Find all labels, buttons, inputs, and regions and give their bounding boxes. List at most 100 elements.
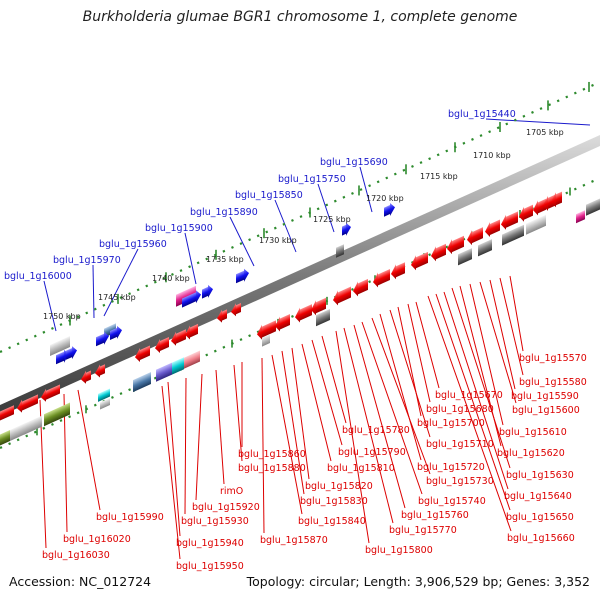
gene-arrowhead	[519, 206, 524, 222]
reverse-gene-label: bglu_1g15760	[401, 510, 469, 521]
gene-arrowhead	[333, 290, 338, 306]
forward-gene	[202, 286, 208, 299]
leader-line	[489, 279, 516, 390]
gene-arrowhead	[95, 364, 100, 378]
reverse-gene	[222, 309, 227, 321]
gene-arrowhead	[501, 214, 506, 230]
forward-gene-label: bglu_1g15960	[99, 239, 167, 250]
leader-line	[321, 335, 347, 424]
forward-gene-label: bglu_1g15750	[278, 174, 346, 185]
leader-line	[427, 295, 512, 532]
gene-arrowhead	[72, 346, 77, 360]
reverse-gene	[416, 251, 428, 269]
gene-arrowhead	[185, 325, 190, 340]
leader-line	[281, 350, 305, 495]
leader-line	[63, 393, 68, 533]
reverse-gene-label: bglu_1g16020	[63, 534, 131, 545]
gene-box	[98, 388, 110, 402]
gene-box	[24, 415, 42, 435]
gene-box	[184, 350, 200, 369]
gene-arrowhead	[155, 338, 160, 353]
gene-arrowhead	[391, 264, 396, 280]
gene-arrowhead	[353, 281, 358, 297]
tick-label: 1730 kbp	[259, 236, 297, 245]
gene-box	[576, 210, 585, 224]
gene-arrowhead	[208, 284, 213, 298]
forward-gene-label: bglu_1g15850	[235, 190, 303, 201]
page-title: Burkholderia glumae BGR1 chromosome 1, c…	[82, 9, 518, 25]
leader-line	[353, 324, 406, 509]
leader-line	[451, 287, 511, 469]
reverse-gene	[190, 323, 198, 338]
gene-box	[316, 308, 330, 327]
gene-box	[172, 357, 184, 375]
reverse-gene-label: bglu_1g15770	[389, 525, 457, 536]
reverse-gene	[338, 286, 351, 304]
forward-gene	[96, 333, 104, 347]
reverse-gene-label: bglu_1g15640	[504, 491, 572, 502]
reverse-gene-label: bglu_1g15950	[176, 561, 244, 572]
reverse-gene	[100, 364, 105, 376]
leader-line	[479, 281, 517, 404]
leader-line	[184, 377, 187, 515]
reverse-gene-label: bglu_1g15790	[338, 447, 406, 458]
tick-label: 1705 kbp	[526, 128, 564, 137]
leader-line	[43, 280, 57, 332]
gene-arrowhead	[533, 200, 538, 216]
leader-line	[184, 232, 197, 285]
reverse-gene	[378, 268, 390, 286]
reverse-gene-label: bglu_1g15590	[511, 391, 579, 402]
leader-line	[371, 317, 431, 475]
reverse-gene-label: rimO	[220, 486, 243, 497]
gene-box	[502, 224, 524, 246]
gene-arrowhead	[390, 202, 395, 216]
reverse-gene-label: bglu_1g15660	[507, 533, 575, 544]
leader-line	[274, 199, 297, 253]
reverse-gene	[262, 320, 276, 338]
accession-label: Accession: NC_012724	[9, 574, 152, 589]
gene-box	[100, 397, 110, 410]
reverse-gene-label: bglu_1g15940	[176, 538, 244, 549]
gene-arrowhead	[171, 331, 176, 346]
reverse-gene	[176, 329, 186, 344]
reverse-gene-label: bglu_1g15700	[417, 418, 485, 429]
forward-gene	[236, 270, 244, 284]
leader-line	[215, 369, 225, 485]
leader-line	[407, 303, 431, 403]
reverse-gene-label: bglu_1g15620	[497, 448, 565, 459]
gene-arrowhead	[117, 325, 122, 339]
forward-gene	[182, 292, 196, 308]
gene-box	[156, 362, 172, 382]
reverse-gene-label: bglu_1g15710	[426, 439, 494, 450]
gene-labels: 1705 kbp 1710 kbp 1715 kbp 1720 kbp 1725 kbp…	[4, 109, 587, 572]
leader-line	[435, 293, 511, 511]
forward-gene-label: bglu_1g15970	[53, 255, 121, 266]
reverse-gene-label: bglu_1g15680	[426, 404, 494, 415]
gene-arrowhead	[135, 347, 140, 362]
gene-arrowhead	[275, 316, 280, 332]
reverse-gene-label: bglu_1g15570	[519, 353, 587, 364]
leader-line	[361, 321, 423, 495]
topology-label: Topology: circular; Length: 3,906,529 bp…	[246, 574, 590, 589]
gene-box	[262, 333, 270, 347]
leader-line	[443, 291, 509, 490]
reverse-gene	[280, 313, 290, 330]
gene-box	[176, 285, 196, 307]
gene-arrowhead	[217, 309, 222, 323]
reverse-gene	[436, 243, 446, 260]
gene-arrowhead	[104, 331, 109, 345]
gene-arrowhead	[431, 246, 436, 262]
reverse-gene-label: bglu_1g15840	[298, 516, 366, 527]
tick-label: 1750 kbp	[43, 312, 81, 321]
leader-line	[291, 347, 310, 480]
gene-arrowhead	[244, 268, 249, 282]
reverse-gene	[160, 336, 169, 351]
forward-gene	[110, 327, 117, 340]
leader-line	[397, 306, 422, 417]
leader-line	[343, 327, 394, 524]
leader-line	[499, 277, 524, 376]
gene-arrowhead	[17, 399, 22, 413]
reverse-gene-label: bglu_1g15810	[327, 463, 395, 474]
